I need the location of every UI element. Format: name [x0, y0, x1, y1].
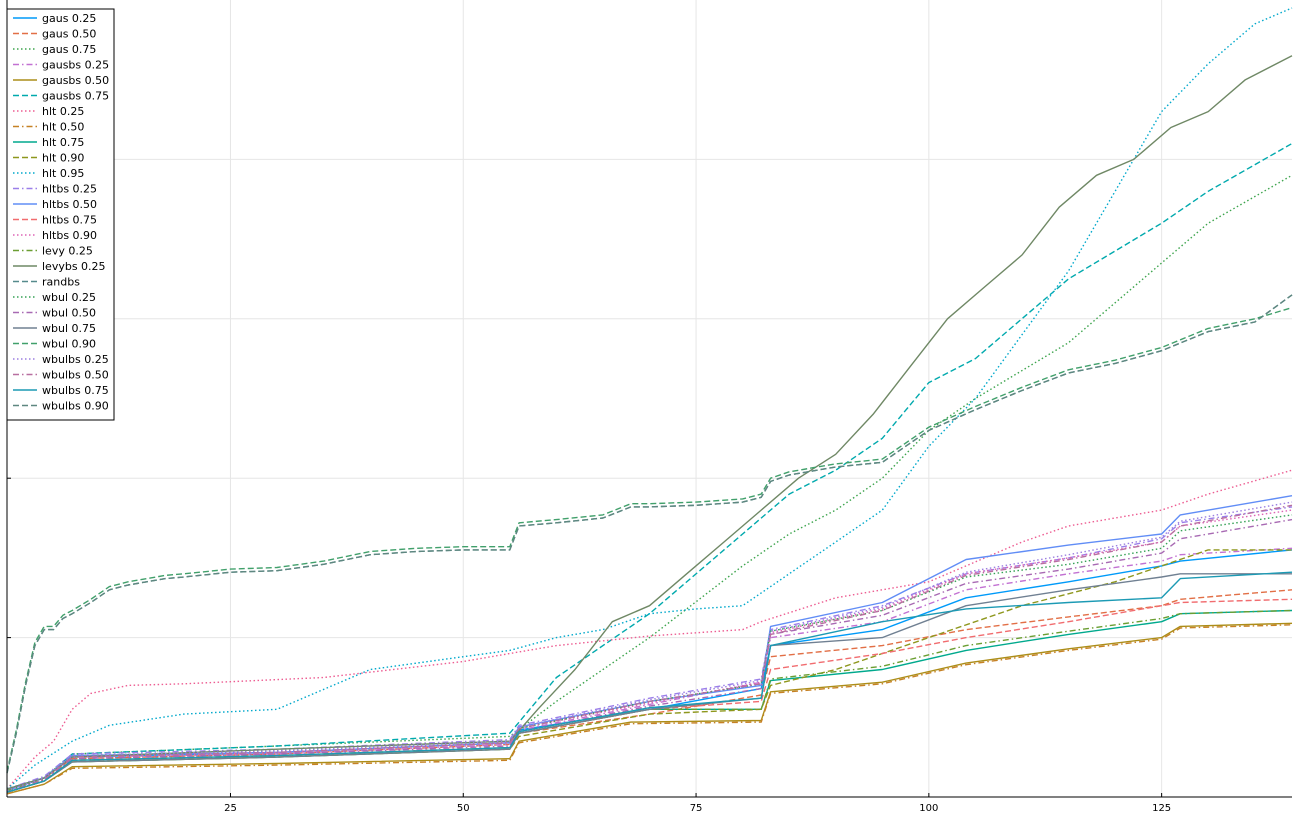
series-line-wbulbs-0-90 [6, 294, 1293, 774]
x-tick-label: 25 [224, 803, 237, 813]
legend-label: wbul 0.90 [42, 338, 96, 351]
legend-label: levy 0.25 [42, 245, 93, 258]
legend-label: hltbs 0.50 [42, 198, 97, 211]
series-lines [6, 7, 1293, 795]
legend-label: wbulbs 0.50 [42, 369, 109, 382]
series-line-gausbs-0-75 [6, 142, 1293, 790]
series-line-hlt-0-95 [6, 7, 1293, 790]
series-line-wbulbs-0-50 [6, 504, 1293, 793]
legend-label: hlt 0.75 [42, 136, 84, 149]
legend-label: hlt 0.95 [42, 167, 84, 180]
x-tick-label: 100 [919, 803, 938, 813]
legend-label: wbul 0.25 [42, 291, 96, 304]
series-line-gaus-0-75 [6, 174, 1293, 790]
legend-label: hltbs 0.75 [42, 214, 97, 227]
series-line-levybs-0-25 [6, 55, 1293, 790]
legend-label: wbulbs 0.75 [42, 384, 109, 397]
legend-label: randbs [42, 276, 80, 289]
series-line-hltbs-0-50 [6, 495, 1293, 792]
legend-label: hlt 0.90 [42, 152, 84, 165]
grid [7, 0, 1292, 797]
legend-label: hltbs 0.25 [42, 183, 97, 196]
legend-label: wbulbs 0.25 [42, 353, 109, 366]
legend-label: wbulbs 0.90 [42, 400, 109, 413]
series-line-wbul-0-50 [6, 518, 1293, 793]
legend-label: gaus 0.75 [42, 43, 96, 56]
series-line-gausbs-0-50 [6, 622, 1293, 795]
x-tick-label: 50 [457, 803, 470, 813]
axes [6, 0, 1292, 798]
legend-label: gausbs 0.75 [42, 90, 109, 103]
legend-label: hlt 0.50 [42, 121, 84, 134]
series-line-wbulbs-0-75 [6, 571, 1293, 793]
legend-label: hltbs 0.90 [42, 229, 97, 242]
legend-label: gaus 0.25 [42, 12, 96, 25]
legend-label: hlt 0.25 [42, 105, 84, 118]
x-tick-label: 125 [1152, 803, 1171, 813]
legend-label: wbul 0.75 [42, 322, 96, 335]
legend-label: wbul 0.50 [42, 307, 96, 320]
legend-label: gausbs 0.25 [42, 59, 109, 72]
series-line-wbul-0-90 [6, 306, 1293, 772]
series-line-hlt-0-25 [6, 469, 1293, 790]
series-line-hlt-0-50 [6, 624, 1293, 795]
series-line-levy-0-25 [6, 609, 1293, 792]
legend: gaus 0.25 gaus 0.50 gaus 0.75 gausbs 0.25 ga… [6, 8, 115, 421]
x-tick-label: 75 [690, 803, 703, 813]
series-line-gausbs-0-25 [6, 547, 1293, 793]
legend-box [6, 8, 115, 421]
legend-label: gaus 0.50 [42, 28, 96, 41]
legend-label: gausbs 0.50 [42, 74, 109, 87]
legend-label: levybs 0.25 [42, 260, 106, 273]
series-line-hltbs-0-75 [6, 598, 1293, 793]
series-line-wbul-0-75 [6, 573, 1292, 793]
series-line-hltbs-0-25 [6, 506, 1293, 790]
